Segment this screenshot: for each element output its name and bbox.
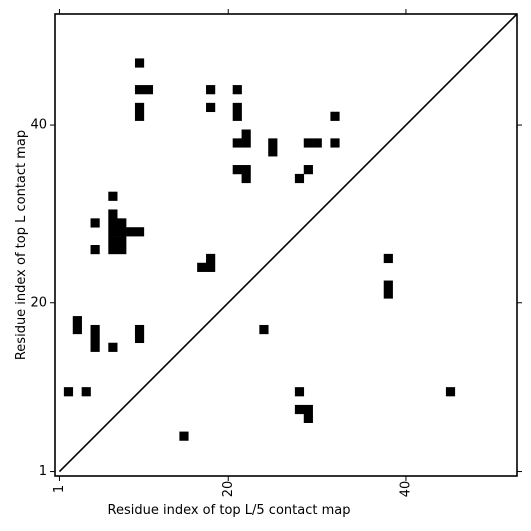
contact-cell xyxy=(232,85,242,95)
contact-cell xyxy=(303,413,313,423)
contact-cell xyxy=(179,431,189,441)
contact-cell xyxy=(232,165,242,175)
contact-cell xyxy=(117,218,127,228)
contact-cell xyxy=(268,147,278,157)
x-tick-label: 40 xyxy=(398,481,413,498)
contact-cell xyxy=(268,138,278,148)
x-tick-label: 20 xyxy=(221,481,236,498)
contact-cell xyxy=(294,404,305,415)
contact-cell xyxy=(445,387,456,397)
contact-cell xyxy=(134,111,145,121)
contact-cell xyxy=(117,245,127,255)
contact-cell xyxy=(134,58,145,68)
contact-cell xyxy=(206,262,216,272)
contact-cell xyxy=(232,138,242,148)
contact-cell xyxy=(206,253,216,264)
contact-cells xyxy=(63,58,456,441)
contact-cell xyxy=(108,209,118,219)
contact-cell xyxy=(241,165,251,175)
contact-cell xyxy=(303,404,313,415)
contact-cell xyxy=(134,227,145,237)
contact-cell xyxy=(117,236,127,246)
contact-cell xyxy=(383,253,393,264)
contact-cell xyxy=(108,245,118,255)
contact-cell xyxy=(206,102,216,113)
contact-cell xyxy=(72,316,82,326)
contact-cell xyxy=(90,342,100,352)
contact-cell xyxy=(197,262,207,272)
plot-frame xyxy=(54,13,518,477)
contact-cell xyxy=(241,129,251,139)
contact-cell xyxy=(232,102,242,113)
contact-cell xyxy=(232,111,242,121)
contact-cell xyxy=(90,324,100,335)
contact-cell xyxy=(126,227,136,237)
contact-cell xyxy=(63,387,74,397)
contact-cell xyxy=(294,173,305,184)
contact-cell xyxy=(90,333,100,344)
contact-cell xyxy=(108,191,118,201)
contact-cell xyxy=(241,173,251,184)
contact-cell xyxy=(117,227,127,237)
contact-cell xyxy=(259,324,269,335)
contact-cell xyxy=(134,333,145,344)
contact-cell xyxy=(134,85,145,95)
contact-cell xyxy=(134,324,145,335)
contact-cell xyxy=(90,245,100,255)
contact-cell xyxy=(72,324,82,335)
contact-cell xyxy=(312,138,322,148)
y-axis-label: Residue index of top L contact map xyxy=(14,130,29,360)
contact-cell xyxy=(303,165,313,175)
axis-ticks: 1 20 40 1 20 40 xyxy=(30,9,522,497)
contact-cell xyxy=(241,138,251,148)
contact-cell xyxy=(206,85,216,95)
y-tick-label: 1 xyxy=(39,464,47,479)
contact-cell xyxy=(383,289,393,299)
contact-cell xyxy=(81,387,91,397)
contact-cell xyxy=(90,218,100,228)
y-tick-label: 40 xyxy=(30,118,47,133)
diagonal-line xyxy=(58,13,518,473)
contact-cell xyxy=(330,138,340,148)
x-axis-label: Residue index of top L/5 contact map xyxy=(108,503,351,518)
contact-cell xyxy=(303,138,313,148)
contact-cell xyxy=(294,387,305,397)
contact-cell xyxy=(330,111,340,121)
contact-cell xyxy=(108,342,118,352)
contact-cell xyxy=(134,102,145,113)
y-tick-label: 20 xyxy=(30,295,47,310)
contact-cell xyxy=(383,280,393,290)
contact-cell xyxy=(108,236,118,246)
contact-cell xyxy=(108,227,118,237)
contact-cell xyxy=(108,218,118,228)
contact-cell xyxy=(143,85,154,95)
x-tick-label: 1 xyxy=(52,485,67,493)
